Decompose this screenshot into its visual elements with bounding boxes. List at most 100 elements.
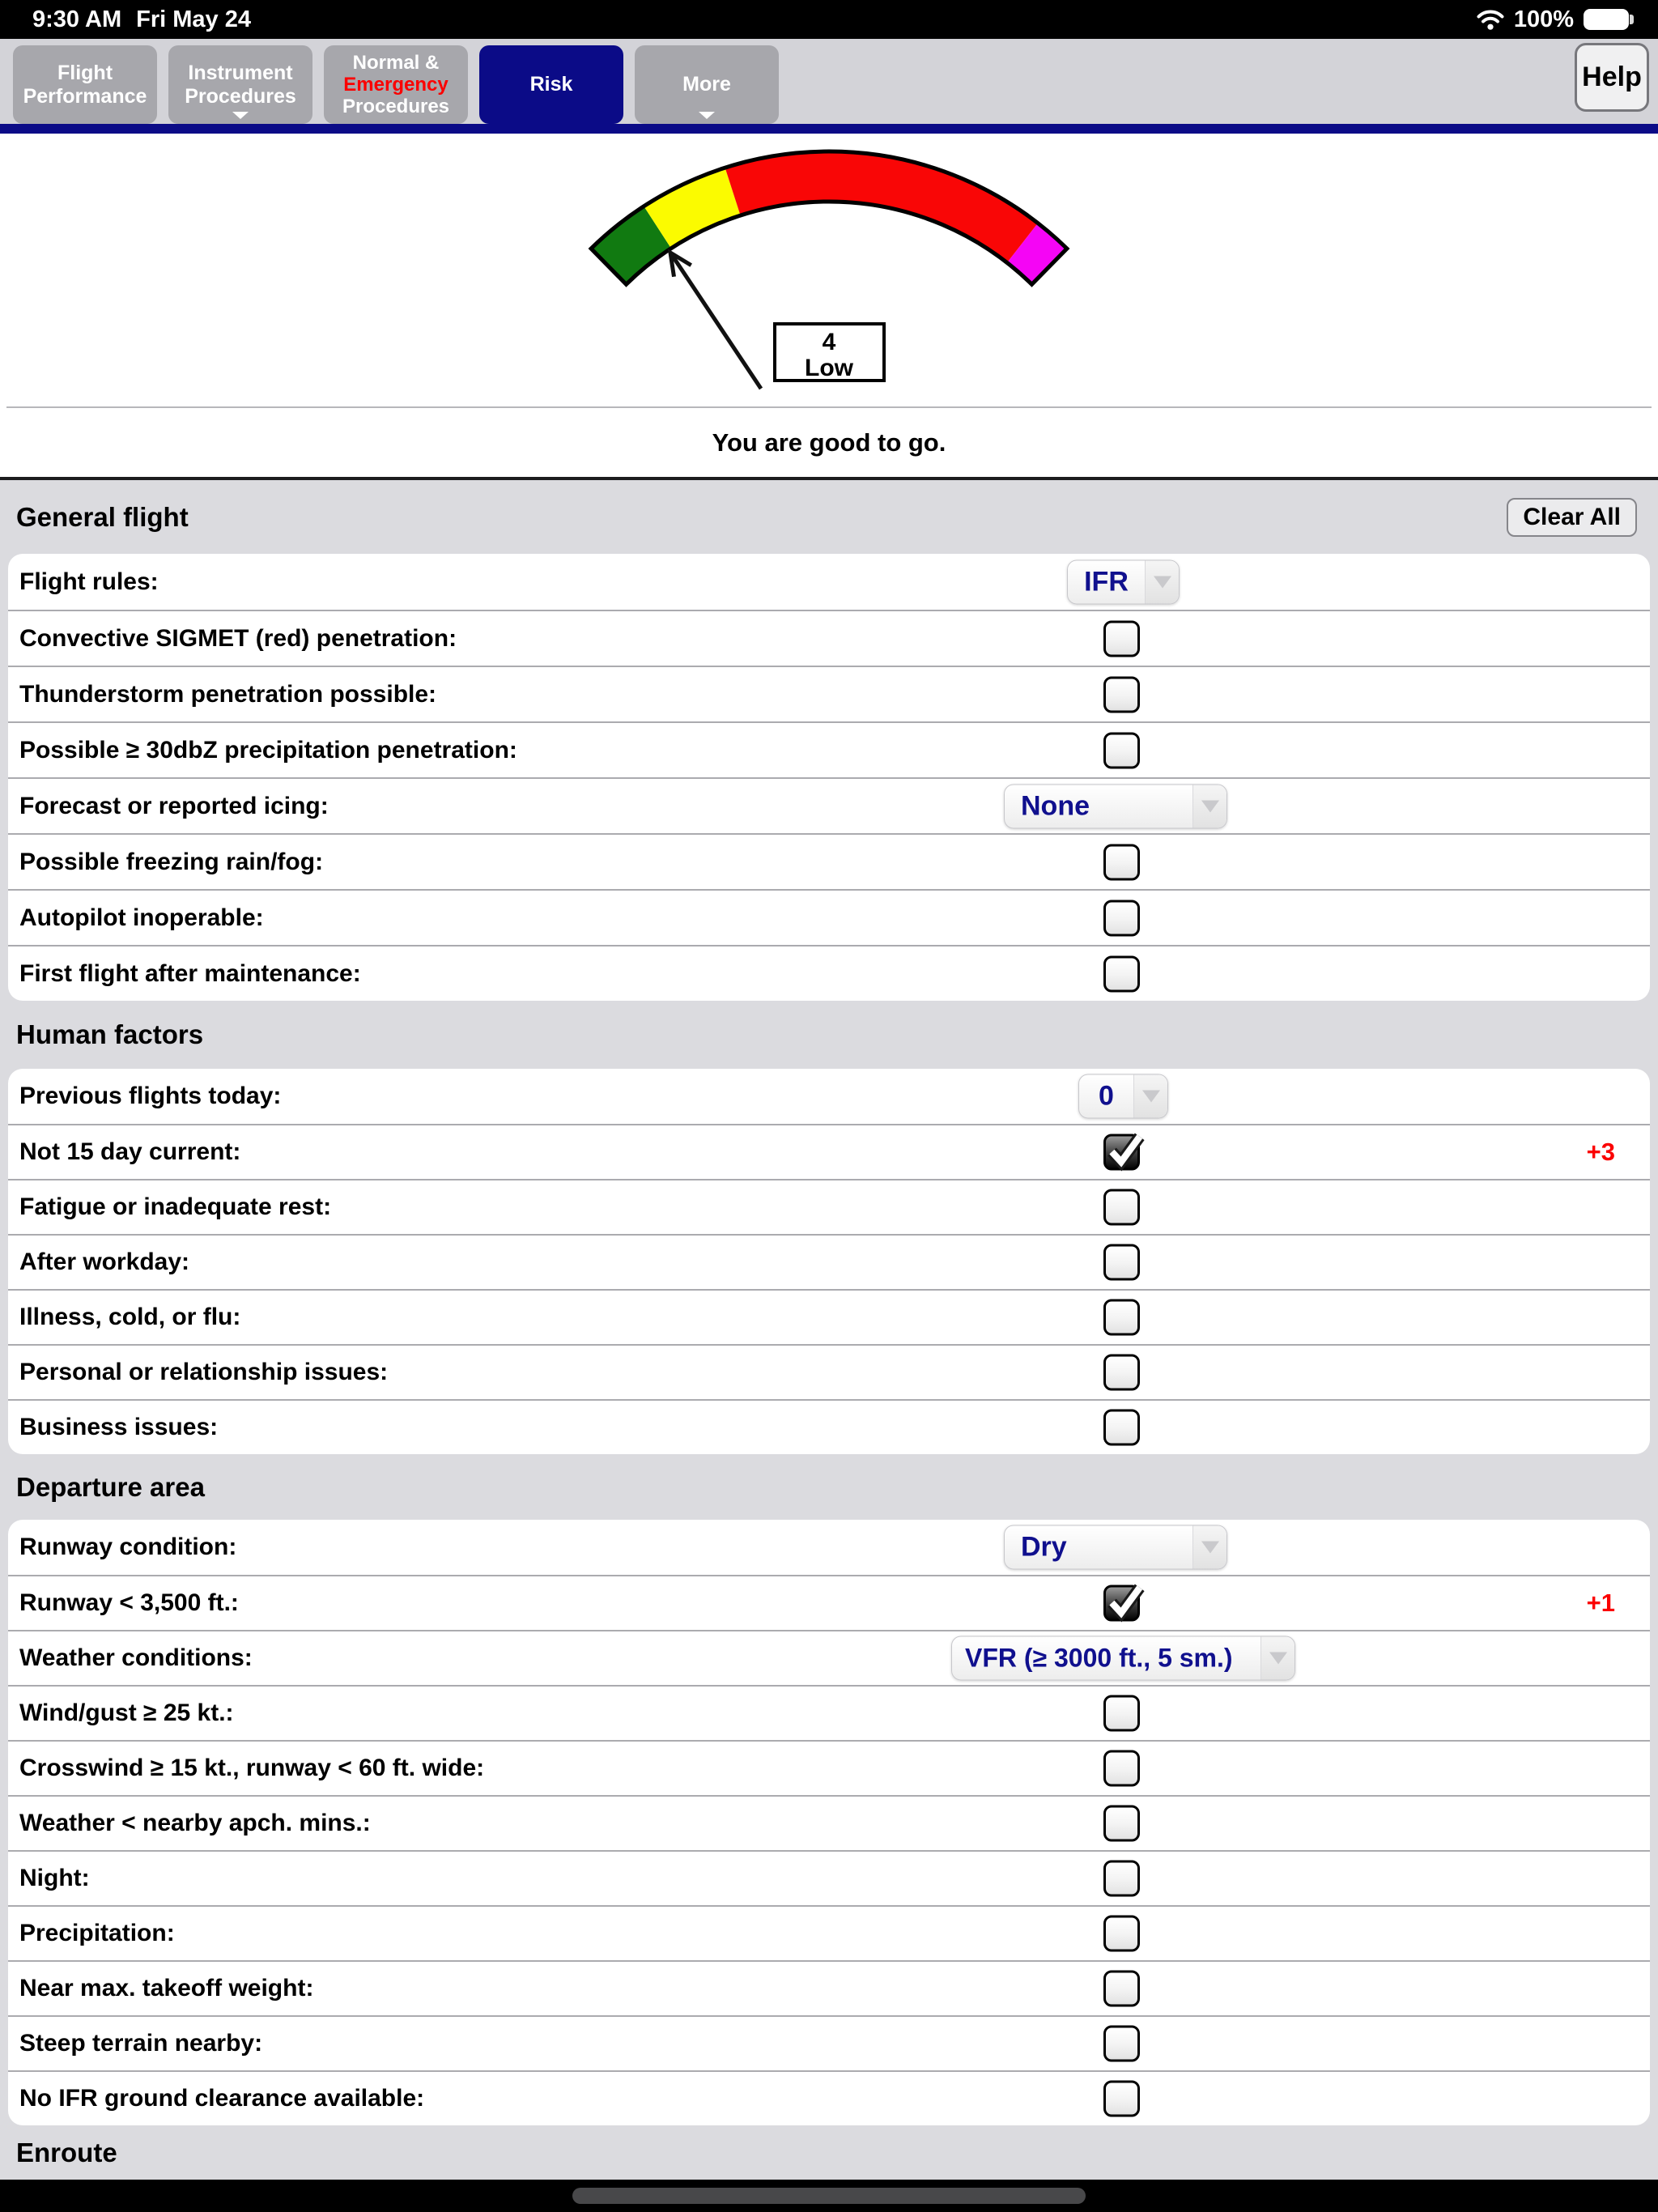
gauge-value: 4: [823, 329, 836, 355]
row-label: Wind/gust ≥ 25 kt.:: [19, 1699, 234, 1726]
runway-condition-dropdown[interactable]: Dry: [1004, 1525, 1227, 1570]
weather-conditions-dropdown[interactable]: VFR (≥ 3000 ft., 5 sm.): [951, 1636, 1295, 1681]
check-icon: [1107, 1584, 1145, 1623]
row-label: Possible freezing rain/fog:: [19, 848, 324, 875]
tab-instrument-procedures[interactable]: Instrument Procedures: [168, 45, 312, 124]
tab-label-line: Procedures: [185, 84, 296, 108]
clear-all-button[interactable]: Clear All: [1507, 497, 1637, 537]
gauge-segment-yellow: [644, 168, 741, 249]
row-max-takeoff-weight: Near max. takeoff weight:: [8, 1960, 1650, 2015]
help-button[interactable]: Help: [1575, 43, 1649, 112]
wind-gust-checkbox[interactable]: [1103, 1695, 1140, 1732]
row-business-issues: Business issues:: [8, 1399, 1650, 1454]
row-label: Illness, cold, or flu:: [19, 1304, 241, 1330]
row-weather-nearby-mins: Weather < nearby apch. mins.:: [8, 1795, 1650, 1850]
row-label: Runway < 3,500 ft.:: [19, 1589, 239, 1616]
row-label: Flight rules:: [19, 568, 159, 595]
steep-terrain-checkbox[interactable]: [1103, 2025, 1140, 2062]
gauge-needle-arrowhead: [667, 249, 692, 278]
row-label: Forecast or reported icing:: [19, 792, 329, 819]
risk-gauge-panel: 4 Low You are good to go.: [0, 134, 1658, 480]
divider: [6, 406, 1652, 408]
row-after-workday: After workday:: [8, 1234, 1650, 1289]
row-label: Thunderstorm penetration possible:: [19, 680, 437, 708]
row-night: Night:: [8, 1850, 1650, 1905]
section-title: Departure area: [16, 1471, 205, 1502]
tab-flight-performance[interactable]: Flight Performance: [13, 45, 157, 124]
max-takeoff-weight-checkbox[interactable]: [1103, 1970, 1140, 2007]
illness-checkbox[interactable]: [1103, 1299, 1140, 1336]
row-label: Autopilot inoperable:: [19, 904, 264, 931]
status-time-date: 9:30 AM Fri May 24: [32, 0, 251, 39]
row-label: Convective SIGMET (red) penetration:: [19, 624, 457, 652]
row-personal-issues: Personal or relationship issues:: [8, 1344, 1650, 1399]
fatigue-checkbox[interactable]: [1103, 1189, 1140, 1226]
not-15-day-current-checkbox[interactable]: [1103, 1133, 1145, 1172]
row-not-15-day-current: Not 15 day current: +3: [8, 1124, 1650, 1179]
risk-score: +3: [1586, 1138, 1615, 1166]
section-title: Enroute: [16, 2137, 117, 2167]
tab-label-line: Emergency: [343, 74, 449, 96]
status-date: Fri May 24: [136, 6, 251, 32]
row-icing: Forecast or reported icing: None: [8, 777, 1650, 833]
status-indicators: 100%: [1477, 0, 1634, 39]
battery-percent: 100%: [1513, 6, 1574, 32]
gauge-needle: [668, 251, 763, 390]
row-convective-sigmet: Convective SIGMET (red) penetration:: [8, 610, 1650, 666]
icing-dropdown[interactable]: None: [1004, 784, 1227, 828]
business-issues-checkbox[interactable]: [1103, 1409, 1140, 1446]
gauge-message: You are good to go.: [712, 428, 946, 457]
row-weather-conditions: Weather conditions: VFR (≥ 3000 ft., 5 s…: [8, 1630, 1650, 1685]
autopilot-checkbox[interactable]: [1103, 900, 1140, 936]
freezing-rain-checkbox[interactable]: [1103, 844, 1140, 880]
row-label: Precipitation:: [19, 1920, 175, 1946]
precip-penetration-checkbox[interactable]: [1103, 732, 1140, 768]
runway-length-checkbox[interactable]: [1103, 1584, 1145, 1623]
panel-human-factors: Previous flights today: 0 Not 15 day cur…: [8, 1069, 1650, 1454]
row-precip-penetration: Possible ≥ 30dbZ precipitation penetrati…: [8, 721, 1650, 777]
no-ifr-ground-clearance-checkbox[interactable]: [1103, 2080, 1140, 2117]
row-label: Personal or relationship issues:: [19, 1359, 389, 1385]
dropdown-value: None: [1021, 790, 1090, 821]
thunderstorm-checkbox[interactable]: [1103, 676, 1140, 713]
dropdown-value: Dry: [1021, 1531, 1067, 1563]
row-autopilot: Autopilot inoperable:: [8, 889, 1650, 945]
crosswind-checkbox[interactable]: [1103, 1750, 1140, 1787]
row-first-flight-maintenance: First flight after maintenance:: [8, 945, 1650, 1001]
flight-rules-dropdown[interactable]: IFR: [1067, 559, 1180, 604]
home-indicator[interactable]: [572, 2188, 1086, 2204]
first-flight-maintenance-checkbox[interactable]: [1103, 955, 1140, 992]
chevron-down-icon: [699, 112, 715, 119]
row-label: First flight after maintenance:: [19, 959, 361, 987]
after-workday-checkbox[interactable]: [1103, 1244, 1140, 1281]
risk-score: +1: [1586, 1589, 1615, 1617]
risk-gauge: 4 Low: [588, 149, 1070, 390]
row-label: Weather conditions:: [19, 1644, 253, 1671]
row-label: No IFR ground clearance available:: [19, 2085, 425, 2112]
precipitation-checkbox[interactable]: [1103, 1915, 1140, 1952]
chevron-down-icon: [1192, 785, 1226, 827]
personal-issues-checkbox[interactable]: [1103, 1354, 1140, 1391]
row-freezing-rain: Possible freezing rain/fog:: [8, 833, 1650, 889]
chevron-down-icon: [232, 112, 249, 119]
bottom-bar: [0, 2180, 1658, 2212]
tab-risk[interactable]: Risk: [479, 45, 623, 124]
row-label: After workday:: [19, 1249, 190, 1275]
row-label: Fatigue or inadequate rest:: [19, 1193, 332, 1220]
dropdown-value: 0: [1099, 1080, 1114, 1112]
night-checkbox[interactable]: [1103, 1860, 1140, 1897]
previous-flights-dropdown[interactable]: 0: [1078, 1074, 1168, 1119]
chevron-down-icon: [1145, 560, 1179, 603]
weather-nearby-mins-checkbox[interactable]: [1103, 1805, 1140, 1842]
convective-sigmet-checkbox[interactable]: [1103, 620, 1140, 657]
tab-label-line: Flight: [57, 61, 113, 84]
tab-more[interactable]: More: [635, 45, 779, 124]
dropdown-value: IFR: [1084, 566, 1129, 597]
row-illness: Illness, cold, or flu:: [8, 1289, 1650, 1344]
dropdown-value: VFR (≥ 3000 ft., 5 sm.): [965, 1643, 1233, 1673]
tab-normal-emergency-procedures[interactable]: Normal & Emergency Procedures: [324, 45, 468, 124]
tab-label-line: Normal &: [352, 52, 440, 74]
gauge-outline: [588, 149, 1070, 287]
gauge-segment-green: [591, 206, 671, 285]
